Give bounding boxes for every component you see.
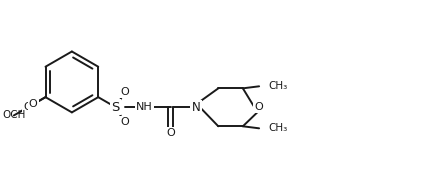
Text: O: O [120,117,129,127]
Text: S: S [112,101,120,114]
Text: NH: NH [136,102,153,112]
Text: O: O [254,102,263,112]
Text: O: O [29,99,38,109]
Text: O: O [24,102,32,112]
Text: CH₃: CH₃ [268,81,288,91]
Text: CH₃: CH₃ [268,123,288,133]
Text: OCH: OCH [2,110,25,120]
Text: O: O [120,87,129,97]
Text: O: O [166,128,175,138]
Text: N: N [192,101,201,114]
